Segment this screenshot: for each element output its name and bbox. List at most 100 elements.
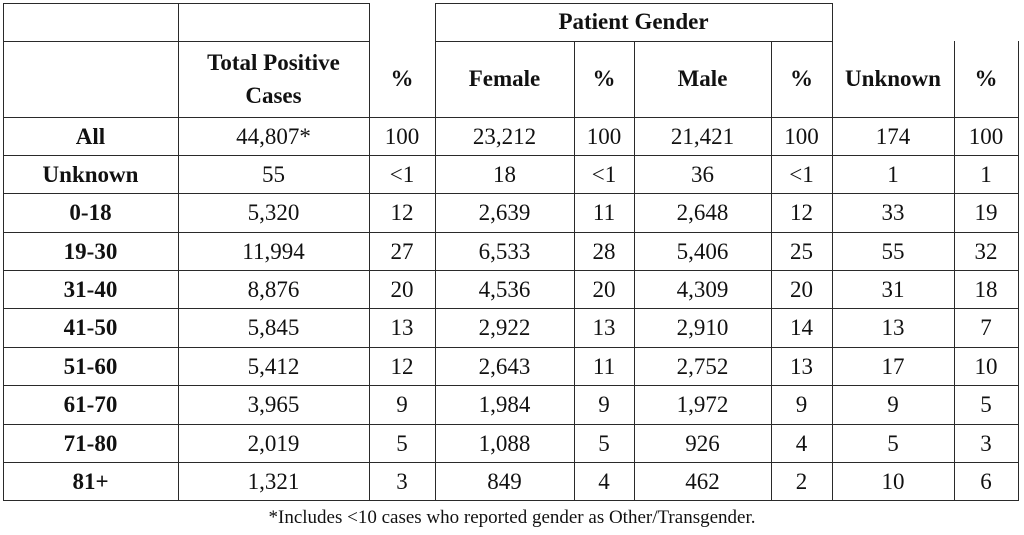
table-cell: 55 (262, 161, 285, 187)
table-cell: 12 (390, 353, 414, 379)
column-divider (634, 41, 635, 501)
table-cell: 174 (875, 123, 911, 149)
table-cell: 1 (980, 161, 992, 187)
table-cell: 6 (980, 468, 992, 494)
table-cell: 13 (390, 314, 414, 340)
row-divider (3, 462, 1018, 463)
table-cell: 2,648 (676, 199, 729, 225)
table-cell: 8,876 (247, 276, 300, 302)
table-cell: 1,972 (676, 391, 729, 417)
table-cell: 926 (685, 430, 720, 456)
table-cell: 2,019 (247, 430, 300, 456)
table-cell: <1 (789, 161, 814, 187)
table-cell: 1,088 (478, 430, 531, 456)
table-cell: 5,412 (247, 353, 300, 379)
table-cell: 28 (592, 238, 616, 264)
table-cell: <1 (389, 161, 415, 187)
table-cell: 5 (887, 430, 899, 456)
table-cell: 25 (790, 238, 813, 264)
table-cell: 3 (396, 468, 408, 494)
row-label: 0-18 (69, 199, 112, 225)
row-divider (3, 308, 1018, 309)
table-cell: 11,994 (242, 238, 305, 264)
table-cell: 100 (384, 123, 420, 149)
table-cell: 4 (795, 430, 808, 456)
header-percent: % (592, 66, 616, 91)
table-cell: 1 (887, 161, 899, 187)
table-cell: 14 (790, 314, 813, 340)
table-cell: 6,533 (478, 238, 531, 264)
column-divider (954, 41, 955, 501)
row-label: Unknown (42, 161, 139, 187)
row-label: 51-60 (63, 353, 118, 379)
table-cell: 44,807* (236, 123, 311, 149)
row-label: 71-80 (63, 430, 118, 456)
table-cell: 2,922 (478, 314, 531, 340)
header-male: Male (677, 66, 728, 91)
column-divider (1018, 41, 1019, 501)
table-cell: 100 (968, 123, 1004, 149)
column-divider (771, 41, 772, 501)
row-divider (3, 385, 1018, 386)
row-divider (3, 155, 1018, 156)
table-cell: 19 (974, 199, 998, 225)
table-cell: 5,320 (247, 199, 300, 225)
table-cell: 11 (592, 353, 616, 379)
column-divider (178, 3, 179, 501)
table-cell: <1 (591, 161, 617, 187)
table-cell: 5,845 (247, 314, 300, 340)
table-cell: 13 (592, 314, 616, 340)
table-cell: 10 (974, 353, 998, 379)
table-cell: 20 (790, 276, 813, 302)
row-divider (3, 347, 1018, 348)
table-cell: 20 (390, 276, 414, 302)
table-cell: 2,639 (478, 199, 531, 225)
table-bottom-border (3, 500, 1018, 501)
row-label: 19-30 (63, 238, 118, 264)
header-bottom-border (3, 117, 1018, 118)
table-cell: 5,406 (676, 238, 729, 264)
table-cell: 18 (974, 276, 998, 302)
row-divider (3, 193, 1018, 194)
column-divider (435, 3, 436, 501)
table-cell: 18 (493, 161, 516, 187)
table-cell: 849 (487, 468, 522, 494)
table-cell: 11 (592, 199, 616, 225)
table-cell: 23,212 (472, 123, 537, 149)
row-label: All (75, 123, 106, 149)
row-label: 81+ (72, 468, 109, 494)
table-cell: 3 (980, 430, 992, 456)
table-cell: 2 (795, 468, 808, 494)
table-cell: 33 (881, 199, 905, 225)
header-female: Female (468, 66, 541, 91)
table-cell: 13 (881, 314, 905, 340)
table-cell: 9 (795, 391, 808, 417)
table-cell: 462 (685, 468, 720, 494)
header-total-positive-cases: Total Positive Cases (207, 50, 340, 108)
blank-row-bottom-border (3, 41, 369, 42)
row-divider (3, 424, 1018, 425)
table-cell: 2,643 (478, 353, 531, 379)
table-cell: 31 (881, 276, 905, 302)
row-divider (3, 232, 1018, 233)
group-header-patient-gender: Patient Gender (558, 9, 709, 34)
row-label: 41-50 (63, 314, 118, 340)
table-cell: 5 (396, 430, 408, 456)
column-divider (369, 3, 370, 501)
group-header-top-border (435, 3, 832, 4)
table-cell: 55 (881, 238, 905, 264)
table-cell: 5 (980, 391, 992, 417)
table-cell: 9 (396, 391, 408, 417)
header-unknown: Unknown (845, 66, 941, 91)
table-cell: 2,752 (676, 353, 729, 379)
table-cell: 9 (598, 391, 610, 417)
table-cell: 7 (980, 314, 992, 340)
table-footnote: *Includes <10 cases who reported gender … (268, 507, 756, 528)
table-cell: 27 (390, 238, 414, 264)
table-cell: 4,309 (676, 276, 729, 302)
table-cell: 32 (974, 238, 998, 264)
header-percent: % (390, 66, 414, 91)
table-cell: 17 (881, 353, 905, 379)
header-percent: % (790, 66, 813, 91)
